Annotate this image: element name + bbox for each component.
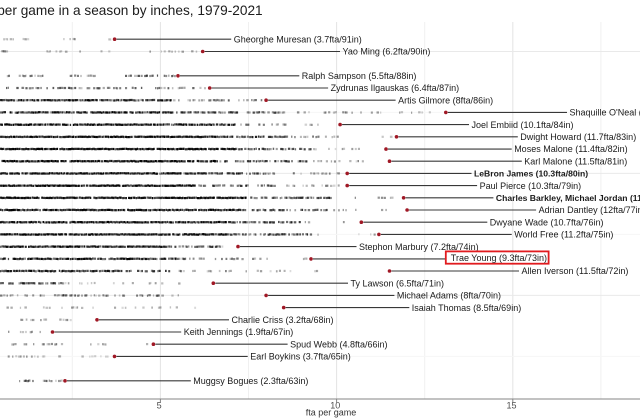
svg-text:LeBron James (10.3fta/80in): LeBron James (10.3fta/80in) — [474, 169, 588, 179]
svg-text:Ty Lawson (6.5fta/71in): Ty Lawson (6.5fta/71in) — [351, 278, 445, 288]
svg-text:Artis Gilmore (8fta/86in): Artis Gilmore (8fta/86in) — [398, 96, 493, 106]
svg-text:Spud Webb (4.8fta/66in): Spud Webb (4.8fta/66in) — [290, 339, 387, 349]
svg-text:Moses Malone (11.4fta/82in): Moses Malone (11.4fta/82in) — [514, 144, 627, 154]
svg-text:Yao Ming (6.2fta/90in): Yao Ming (6.2fta/90in) — [343, 47, 431, 57]
svg-text:Dwyane Wade (10.7fta/76in): Dwyane Wade (10.7fta/76in) — [490, 217, 604, 227]
svg-text:10: 10 — [330, 401, 340, 411]
svg-text:Allen Iverson (11.5fta/72in): Allen Iverson (11.5fta/72in) — [522, 266, 629, 276]
svg-text:Karl Malone (11.5fta/81in): Karl Malone (11.5fta/81in) — [524, 156, 627, 166]
svg-text:Charlie Criss (3.2fta/68in): Charlie Criss (3.2fta/68in) — [232, 315, 334, 325]
svg-text:Keith Jennings (1.9fta/67in): Keith Jennings (1.9fta/67in) — [184, 327, 294, 337]
svg-text:Muggsy Bogues (2.3fta/63in): Muggsy Bogues (2.3fta/63in) — [193, 376, 308, 386]
svg-text:fta per game: fta per game — [306, 408, 357, 418]
svg-text:Shaquille O'Neal (13.1fta/85in: Shaquille O'Neal (13.1fta/85in) — [570, 108, 640, 118]
svg-text:Joel Embiid (10.1fta/84in): Joel Embiid (10.1fta/84in) — [472, 120, 574, 130]
svg-text:Paul Pierce (10.3fta/79in): Paul Pierce (10.3fta/79in) — [480, 181, 582, 191]
svg-text:Trae Young (9.3fta/73in): Trae Young (9.3fta/73in) — [451, 253, 547, 263]
svg-text:Michael Adams (8fta/70in): Michael Adams (8fta/70in) — [397, 291, 501, 301]
svg-text:Zydrunas Ilgauskas (6.4fta/87i: Zydrunas Ilgauskas (6.4fta/87in) — [331, 83, 460, 93]
svg-text:Dwight Howard (11.7fta/83in): Dwight Howard (11.7fta/83in) — [520, 132, 636, 142]
svg-text:Ralph Sampson (5.5fta/88in): Ralph Sampson (5.5fta/88in) — [302, 71, 417, 81]
svg-text:Stephon Marbury (7.2fta/74in): Stephon Marbury (7.2fta/74in) — [359, 242, 479, 252]
svg-text:World Free (11.2fta/75in): World Free (11.2fta/75in) — [514, 230, 613, 240]
svg-text:5: 5 — [157, 401, 162, 411]
svg-text:Adrian Dantley (12fta/77in): Adrian Dantley (12fta/77in) — [539, 205, 640, 215]
svg-text:15: 15 — [506, 401, 516, 411]
svg-text:per game in a season by inches: per game in a season by inches, 1979-202… — [0, 3, 263, 18]
svg-text:Earl Boykins (3.7fta/65in): Earl Boykins (3.7fta/65in) — [250, 352, 351, 362]
svg-text:Charles Barkley, Michael Jorda: Charles Barkley, Michael Jordan (11.9fta… — [496, 193, 640, 203]
svg-text:Gheorghe Muresan (3.7fta/91in): Gheorghe Muresan (3.7fta/91in) — [234, 35, 362, 45]
svg-text:Isaiah Thomas (8.5fta/69in): Isaiah Thomas (8.5fta/69in) — [412, 303, 521, 313]
